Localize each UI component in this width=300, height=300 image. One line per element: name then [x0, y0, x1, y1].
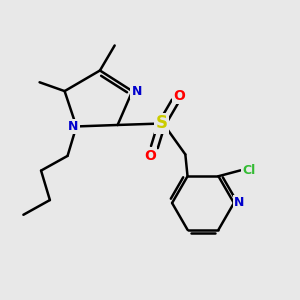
Text: Cl: Cl — [243, 164, 256, 177]
Text: N: N — [68, 120, 79, 133]
Text: O: O — [144, 149, 156, 163]
Text: O: O — [173, 88, 185, 103]
Text: N: N — [234, 196, 244, 209]
Text: S: S — [156, 115, 168, 133]
Text: N: N — [132, 85, 142, 98]
